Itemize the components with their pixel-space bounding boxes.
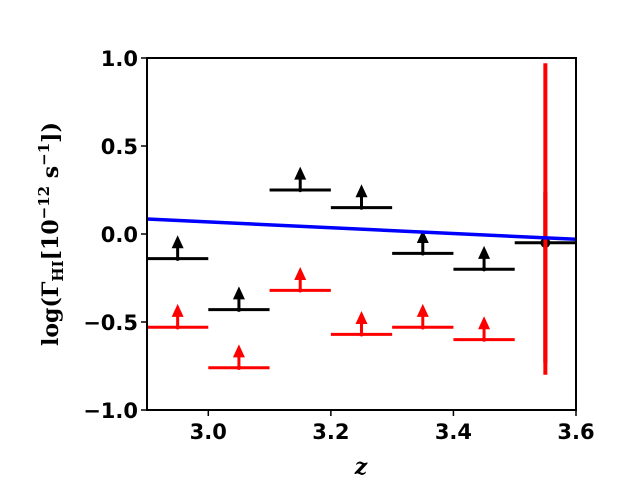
y-axis-label-sub: HI — [49, 260, 67, 281]
y-axis-label-exp2: −1 — [35, 143, 53, 166]
y-tick-label: 1.0 — [101, 47, 138, 71]
limit-marker — [298, 288, 303, 293]
y-axis-label-main: log(Γ — [38, 281, 64, 346]
limit-arrow-head — [232, 344, 245, 358]
y-tick-label: 0.5 — [101, 135, 138, 159]
limit-arrow-head — [294, 166, 307, 180]
limit-arrow-head — [355, 310, 368, 324]
y-tick-label: 0.0 — [101, 223, 138, 247]
limit-marker — [481, 337, 487, 342]
limit-marker — [298, 187, 303, 193]
limit-arrow-head — [416, 303, 429, 317]
y-tick-label: −0.5 — [83, 311, 138, 335]
x-tick-label: 3.4 — [435, 420, 472, 444]
limit-marker — [420, 325, 425, 330]
y-tick-label: −1.0 — [83, 399, 138, 423]
limit-marker — [175, 325, 180, 330]
plot-layer — [146, 63, 577, 375]
limit-arrow-head — [294, 266, 307, 280]
limit-marker — [236, 307, 242, 312]
limit-arrow-head — [171, 303, 184, 317]
trend-line — [146, 217, 577, 242]
x-tick-label: 3.2 — [312, 420, 349, 444]
limit-arrow-head — [232, 286, 245, 300]
limit-marker — [175, 256, 180, 261]
tick-layer: 3.0 3.2 3.4 3.6 −1.0 −0.5 0.0 0.5 1.0 — [83, 47, 594, 444]
limit-marker — [359, 332, 364, 337]
y-axis-label-unit-open: [10 — [38, 219, 64, 260]
x-tick-label: 3.6 — [557, 420, 594, 444]
limit-marker — [236, 365, 242, 370]
limit-marker — [359, 205, 364, 210]
y-axis-label: log(ΓHI[10−12 s−1]) — [35, 122, 67, 346]
limit-arrow-head — [416, 230, 429, 243]
plot-frame — [146, 57, 577, 411]
limit-marker — [481, 267, 487, 272]
limit-marker — [420, 251, 425, 256]
limit-arrow-head — [478, 316, 491, 330]
y-axis-label-exp1: −12 — [35, 186, 53, 219]
y-axis-label-unit-mid: s — [38, 166, 64, 186]
y-axis-label-unit-close: ]) — [38, 122, 64, 143]
x-axis-label: z — [354, 454, 368, 480]
x-tick-label: 3.0 — [190, 420, 227, 444]
limit-arrow-head — [171, 235, 184, 249]
limit-arrow-head — [355, 184, 368, 198]
limit-arrow-head — [478, 245, 491, 259]
